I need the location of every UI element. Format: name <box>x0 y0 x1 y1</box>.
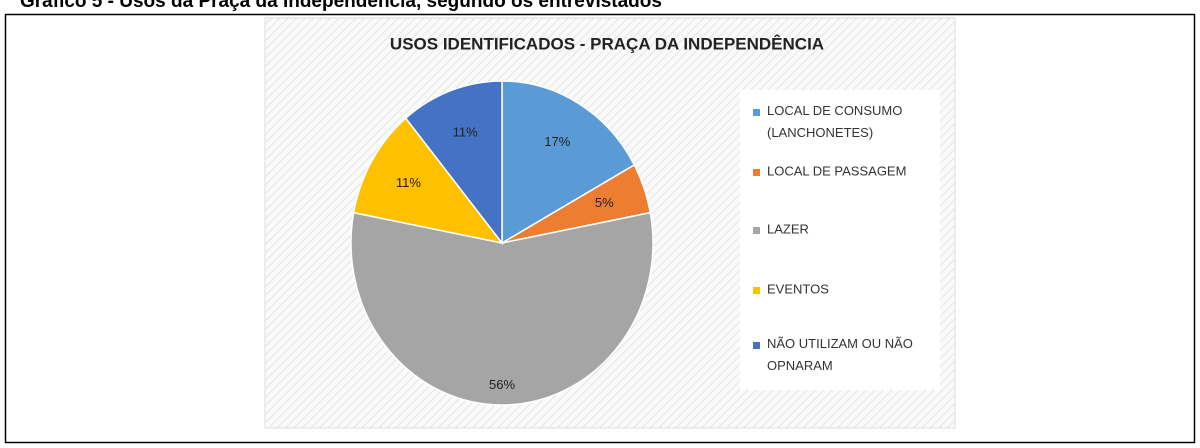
legend-swatch <box>753 109 760 116</box>
data-label: 17% <box>544 134 570 149</box>
legend-label: LOCAL DE PASSAGEM <box>767 163 906 178</box>
legend-label: LAZER <box>767 221 809 236</box>
legend-label: LOCAL DE CONSUMO (LANCHONETES) <box>767 103 902 140</box>
legend-swatch <box>753 227 760 234</box>
legend-label: NÃO UTILIZAM OU NÃO OPNARAM <box>767 336 913 373</box>
legend: LOCAL DE CONSUMO (LANCHONETES) LOCAL DE PA… <box>753 103 913 373</box>
pie-slice <box>352 117 504 245</box>
data-label: 11% <box>453 125 478 140</box>
legend-swatch <box>753 287 760 294</box>
legend-swatch <box>753 342 760 349</box>
chart-title: USOS IDENTIFICADOS - PRAÇA DA INDEPENDÊN… <box>390 34 824 53</box>
legend-label: EVENTOS <box>767 281 829 296</box>
legend-swatch <box>753 169 760 176</box>
frame <box>4 13 1196 444</box>
data-label: 56% <box>489 377 515 392</box>
pie: 17% 5% 56% 11% 11% <box>350 80 654 406</box>
data-label: 5% <box>595 195 614 210</box>
legend-box <box>740 90 940 390</box>
data-label: 11% <box>396 175 421 190</box>
caption: Gráfico 5 - Usos da Praça da Independênc… <box>20 0 662 12</box>
pie-slice <box>501 80 636 245</box>
pie-slice <box>350 211 654 406</box>
pie-slice <box>404 80 503 246</box>
